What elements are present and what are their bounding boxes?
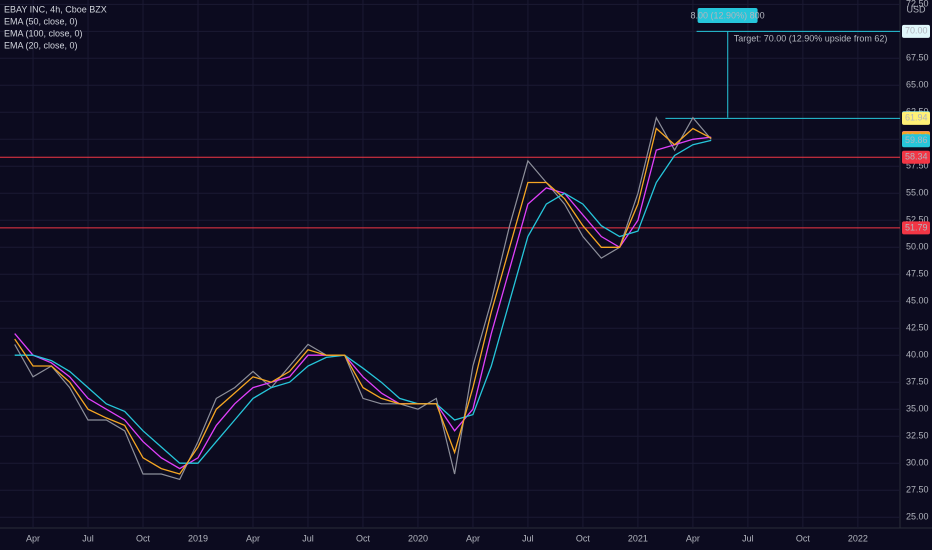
- price-label: 70.00: [905, 26, 928, 36]
- grid: [0, 0, 900, 528]
- ema-line: [14, 139, 712, 464]
- y-tick-label: 30.00: [906, 458, 929, 468]
- x-tick-label: Oct: [136, 533, 151, 543]
- x-tick-label: 2019: [188, 533, 208, 543]
- y-tick-label: 40.00: [906, 350, 929, 360]
- y-tick-label: 67.50: [906, 53, 929, 63]
- y-tick-label: 27.50: [906, 485, 929, 495]
- y-tick-label: 72.50: [906, 0, 929, 9]
- x-tick-label: 2021: [628, 533, 648, 543]
- legend-entry: EMA (100, close, 0): [4, 28, 83, 38]
- x-tick-label: Oct: [796, 533, 811, 543]
- ema-line: [14, 136, 712, 470]
- x-tick-label: Oct: [576, 533, 591, 543]
- x-tick-label: Jul: [302, 533, 314, 543]
- y-tick-label: 32.50: [906, 431, 929, 441]
- target-label: Target: 70.00 (12.90% upside from 62): [734, 34, 888, 44]
- currency: USD: [906, 4, 926, 14]
- price-label: 61.94: [905, 113, 928, 123]
- legend-entry: EMA (20, close, 0): [4, 40, 78, 50]
- chart-title: EBAY INC, 4h, Cboe BZX: [4, 4, 107, 14]
- x-tick-label: Apr: [686, 533, 700, 543]
- y-tick-label: 45.00: [906, 296, 929, 306]
- y-tick-label: 52.50: [906, 215, 929, 225]
- labels: 25.00 27.50 30.00 32.50 35.00 37.50 40.00 42.50…: [26, 0, 930, 543]
- target-box-label: 8.00 (12.90%) 800: [691, 10, 765, 20]
- y-tick-label: 25.00: [906, 512, 929, 522]
- y-tick-label: 50.00: [906, 242, 929, 252]
- y-tick-label: 42.50: [906, 323, 929, 333]
- y-tick-label: 55.00: [906, 188, 929, 198]
- price-label: 59.86: [905, 135, 928, 145]
- price-label-box: [902, 111, 930, 125]
- y-tick-label: 35.00: [906, 404, 929, 414]
- price-label-box: [902, 24, 930, 38]
- x-tick-label: Apr: [26, 533, 40, 543]
- price-label: 58.34: [905, 152, 928, 162]
- price-label-box: [902, 134, 930, 148]
- target-box: [697, 8, 758, 23]
- x-tick-label: Apr: [246, 533, 260, 543]
- x-tick-label: 2020: [408, 533, 428, 543]
- ema-line: [14, 127, 712, 475]
- x-tick-label: Apr: [466, 533, 480, 543]
- price-label-box: [902, 150, 930, 164]
- y-tick-label: 37.50: [906, 377, 929, 387]
- y-tick-label: 65.00: [906, 80, 929, 90]
- y-tick-label: 57.50: [906, 161, 929, 171]
- x-tick-label: Jul: [742, 533, 754, 543]
- x-tick-label: Jul: [522, 533, 534, 543]
- x-tick-label: 2022: [848, 533, 868, 543]
- y-tick-label: 47.50: [906, 269, 929, 279]
- price-label: 51.79: [905, 222, 928, 232]
- plot: [0, 30, 900, 481]
- legend-entry: EMA (50, close, 0): [4, 16, 78, 26]
- price-label-box: [902, 221, 930, 235]
- price-line: [14, 116, 712, 481]
- x-tick-label: Jul: [82, 533, 94, 543]
- x-tick-label: Oct: [356, 533, 371, 543]
